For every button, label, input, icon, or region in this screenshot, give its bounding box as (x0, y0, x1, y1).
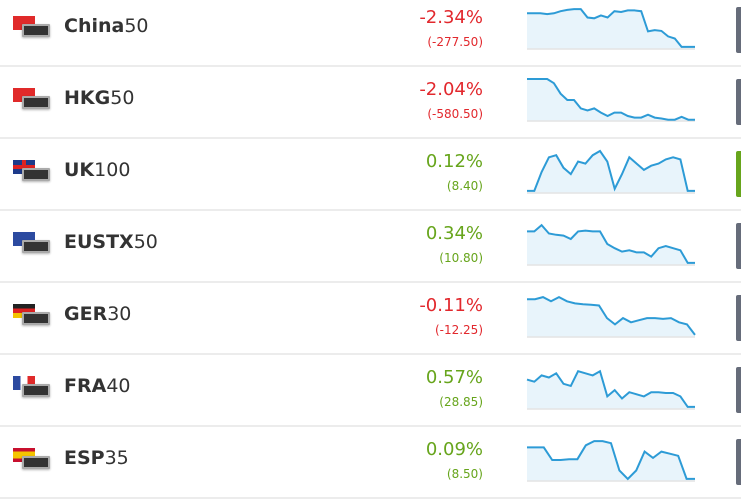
trade-button[interactable] (736, 7, 741, 53)
sparkline-line (527, 440, 695, 481)
sparkline-area (527, 9, 695, 50)
instrument-row[interactable]: HKG50 -2.04% (-580.50) (0, 67, 741, 139)
instrument-row[interactable]: GER30 -0.11% (-12.25) (0, 283, 741, 355)
sparkline-line (527, 223, 695, 264)
change-percent: -2.34% (419, 7, 483, 28)
change-percent: -0.11% (419, 295, 483, 316)
instrument-row[interactable]: UK100 0.12% (8.40) (0, 139, 741, 211)
market-badge-icon (22, 168, 50, 181)
sparkline-line (526, 369, 695, 408)
change-percent: 0.57% (425, 367, 483, 388)
instrument-name[interactable]: EUSTX50 (64, 231, 158, 253)
sparkline-chart (527, 78, 695, 122)
sparkline-chart (527, 440, 695, 482)
trade-button[interactable] (736, 295, 741, 341)
sparkline-chart (527, 295, 696, 338)
sparkline-line (527, 149, 695, 192)
sparkline-line (527, 295, 696, 336)
trade-button[interactable] (736, 367, 741, 413)
sparkline-area (527, 441, 695, 481)
change-absolute: (-12.25) (434, 323, 483, 337)
sparkline-chart (527, 149, 695, 194)
trade-button[interactable] (736, 151, 741, 197)
sparkline-line (527, 8, 695, 48)
change-absolute: (28.85) (439, 395, 483, 409)
instrument-name[interactable]: FRA40 (64, 375, 131, 397)
market-badge-icon (22, 240, 50, 253)
market-badge-icon (22, 312, 50, 325)
change-percent: 0.12% (425, 151, 483, 172)
sparkline-chart (527, 8, 695, 50)
instrument-name[interactable]: ESP35 (64, 447, 129, 469)
change-absolute: (8.40) (446, 179, 483, 193)
change-absolute: (-277.50) (427, 35, 483, 49)
sparkline-chart (526, 369, 695, 410)
instrument-name[interactable]: China50 (64, 15, 149, 37)
instrument-name[interactable]: UK100 (64, 159, 131, 181)
market-badge-icon (22, 456, 50, 469)
instrument-row[interactable]: EUSTX50 0.34% (10.80) (0, 211, 741, 283)
trade-button[interactable] (736, 439, 741, 485)
change-percent: 0.34% (425, 223, 483, 244)
change-absolute: (10.80) (439, 251, 483, 265)
sparkline-line (527, 78, 695, 121)
trade-button[interactable] (736, 223, 741, 269)
instrument-name[interactable]: GER30 (64, 303, 132, 325)
change-percent: -2.04% (419, 79, 483, 100)
sparkline-area (527, 371, 695, 409)
instrument-row[interactable]: FRA40 0.57% (28.85) (0, 355, 741, 427)
change-absolute: (8.50) (446, 467, 483, 481)
sparkline-area (527, 79, 695, 121)
sparkline-area (527, 151, 695, 193)
instrument-row[interactable]: ESP35 0.09% (8.50) (0, 427, 741, 499)
sparkline-area (527, 297, 695, 337)
change-absolute: (-580.50) (427, 107, 483, 121)
change-percent: 0.09% (425, 439, 483, 460)
market-badge-icon (22, 24, 50, 37)
trade-button[interactable] (736, 79, 741, 125)
market-badge-icon (22, 384, 50, 397)
instrument-name[interactable]: HKG50 (64, 87, 135, 109)
market-badge-icon (22, 96, 50, 109)
instrument-row[interactable]: China50 -2.34% (-277.50) (0, 0, 741, 67)
sparkline-chart (527, 223, 695, 266)
